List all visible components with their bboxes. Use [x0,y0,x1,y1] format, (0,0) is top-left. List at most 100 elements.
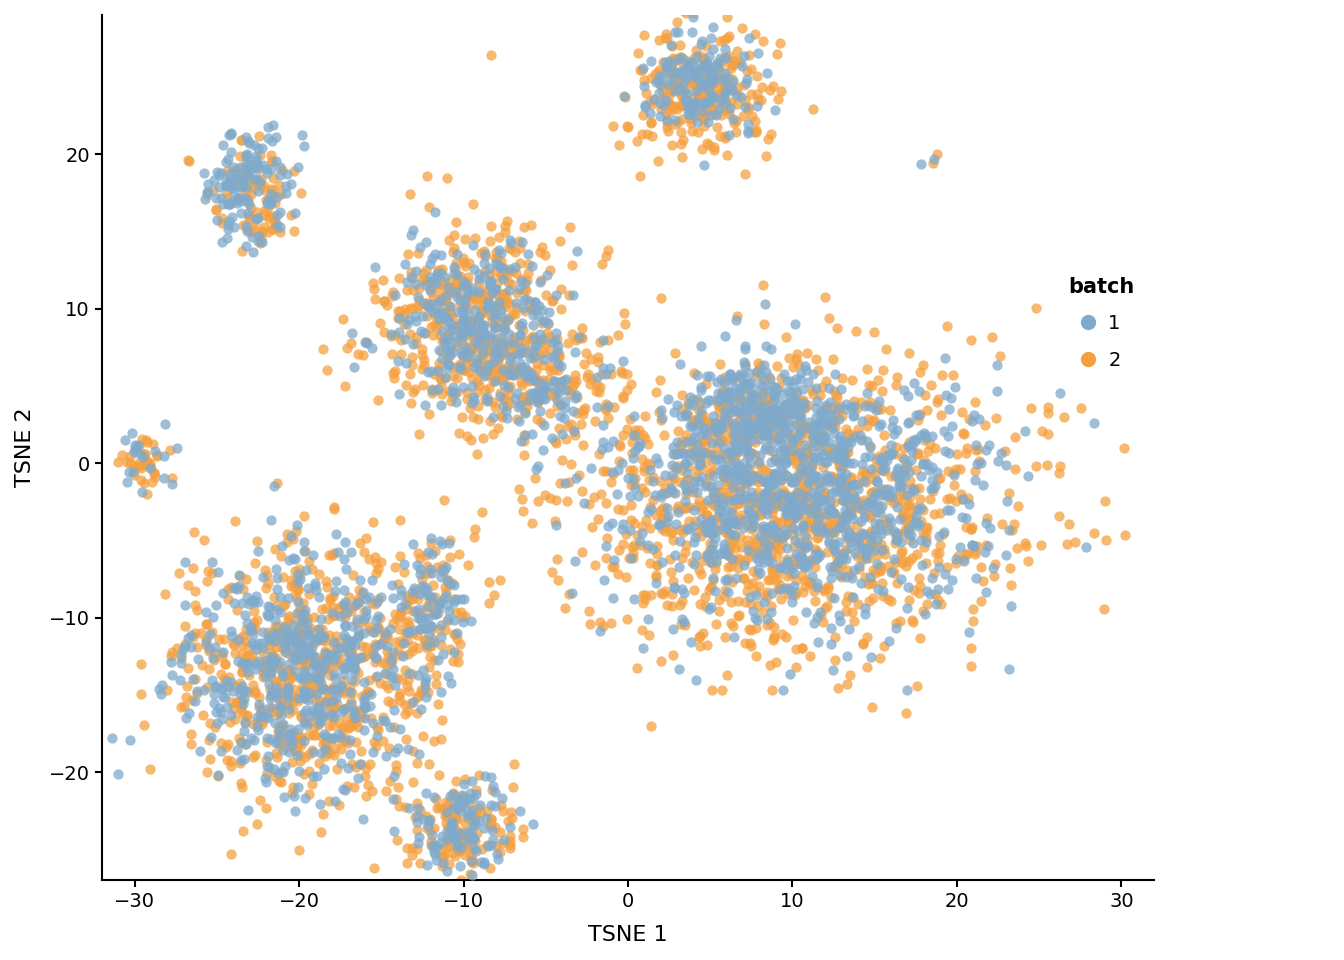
2 [488,315,509,330]
1 [720,83,742,98]
2 [856,361,878,376]
1 [793,517,814,533]
2 [417,308,438,324]
2 [465,782,487,798]
1 [247,595,269,611]
1 [382,590,403,606]
1 [293,663,314,679]
1 [366,594,387,610]
1 [700,61,722,77]
2 [254,563,276,578]
1 [306,657,328,672]
2 [745,530,766,545]
2 [384,560,406,575]
1 [738,378,759,394]
1 [547,338,569,353]
2 [734,594,755,610]
1 [622,471,644,487]
2 [224,162,246,178]
1 [362,340,383,355]
2 [786,435,808,450]
1 [234,191,255,206]
1 [313,727,335,742]
1 [562,403,583,419]
2 [324,501,345,516]
1 [743,512,765,527]
2 [759,572,781,588]
2 [785,641,806,657]
2 [146,447,168,463]
2 [833,478,855,493]
1 [430,293,452,308]
2 [487,420,508,436]
2 [652,54,673,69]
1 [784,578,805,593]
2 [719,29,741,44]
1 [415,689,437,705]
1 [774,488,796,503]
1 [796,605,817,620]
1 [238,135,259,151]
2 [218,679,239,694]
2 [304,683,325,698]
2 [280,671,301,686]
1 [484,373,505,389]
1 [339,746,360,761]
2 [820,519,841,535]
1 [500,353,521,369]
1 [945,552,966,567]
1 [462,237,484,252]
2 [754,531,775,546]
1 [603,552,625,567]
2 [328,684,349,699]
2 [427,265,449,280]
1 [925,478,946,493]
1 [866,474,887,490]
1 [684,444,706,460]
2 [903,583,925,598]
2 [1015,535,1036,550]
2 [727,460,749,475]
1 [306,698,328,713]
1 [833,488,855,503]
2 [797,421,818,437]
2 [714,446,735,462]
2 [859,439,880,454]
1 [375,665,396,681]
2 [855,569,876,585]
1 [284,644,305,660]
1 [473,318,495,333]
2 [487,351,508,367]
1 [473,821,495,836]
2 [445,255,466,271]
2 [731,570,753,586]
1 [442,594,464,610]
2 [356,334,378,349]
2 [962,613,984,629]
2 [712,84,734,100]
1 [304,650,325,665]
1 [784,499,805,515]
2 [703,464,724,479]
2 [876,559,898,574]
2 [571,330,593,346]
2 [465,354,487,370]
2 [406,795,427,810]
1 [196,184,218,200]
2 [489,385,511,400]
1 [855,551,876,566]
2 [831,408,852,423]
1 [460,324,481,340]
1 [281,177,302,192]
2 [829,398,851,414]
2 [419,812,441,828]
1 [285,652,306,667]
2 [741,396,762,411]
1 [375,713,396,729]
1 [814,526,836,541]
1 [777,396,798,412]
1 [444,644,465,660]
2 [684,108,706,123]
2 [564,332,586,348]
2 [454,829,476,845]
